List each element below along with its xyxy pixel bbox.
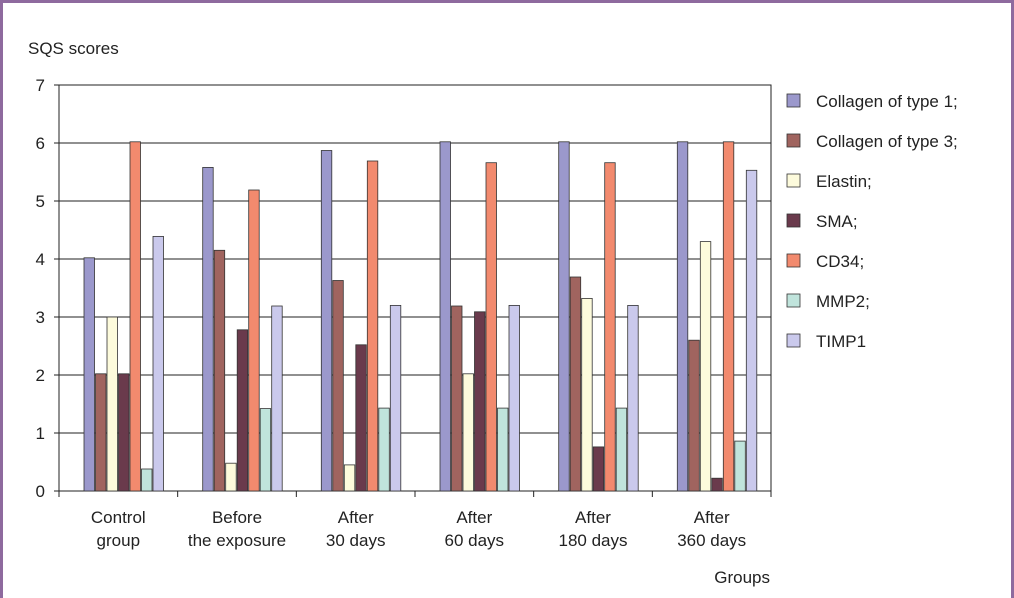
x-tick-label: the exposure (188, 531, 286, 550)
bar-3-4 (462, 373, 474, 492)
bar-5-3 (366, 160, 379, 492)
legend-swatch (786, 333, 801, 348)
bar-2-4 (451, 305, 463, 492)
x-tick-label: After (338, 508, 374, 527)
bar-7-4 (508, 304, 520, 492)
x-tick-label: After (694, 508, 730, 527)
x-tick-label: 360 days (677, 531, 746, 550)
bar-4-2 (236, 329, 249, 492)
bar-5-5 (604, 162, 616, 492)
x-tick-label: 60 days (445, 531, 505, 550)
bar-4-6 (711, 477, 723, 492)
bar-4-4 (474, 311, 486, 492)
legend-swatch (786, 93, 801, 108)
bar-5-4 (485, 162, 497, 492)
bar-2-2 (213, 249, 226, 492)
legend-label: SMA; (816, 212, 858, 231)
x-tick-label: 30 days (326, 531, 386, 550)
legend-swatch (786, 253, 801, 268)
bar-5-6 (722, 141, 735, 492)
x-tick-label: Before (212, 508, 262, 527)
y-tick-label: 1 (36, 424, 45, 443)
bar-3-6 (699, 241, 712, 492)
x-tick-label: After (456, 508, 492, 527)
bar-3-2 (225, 462, 237, 492)
y-tick-label: 7 (36, 76, 45, 95)
legend-label: CD34; (816, 252, 864, 271)
x-tick-label: After (575, 508, 611, 527)
y-tick-label: 3 (36, 308, 45, 327)
bar-4-1 (118, 373, 130, 492)
bar-3-1 (106, 316, 118, 492)
x-axis-ticks: Control group Before the exposure After 30 da… (58, 491, 772, 550)
legend-swatch (786, 133, 801, 148)
bar-7-3 (389, 304, 402, 492)
y-axis-ticks: 0 1 2 3 4 5 6 7 (36, 76, 59, 501)
bar-2-6 (688, 339, 700, 492)
bar-6-6 (734, 440, 746, 492)
bar-4-5 (592, 446, 605, 492)
bar-6-1 (141, 468, 153, 492)
y-tick-label: 0 (36, 482, 45, 501)
bar-7-5 (627, 304, 639, 492)
x-tick-label: 180 days (559, 531, 628, 550)
gridlines (59, 142, 771, 434)
bar-1-3 (320, 150, 333, 492)
bar-5-2 (248, 189, 260, 492)
y-tick-label: 5 (36, 192, 45, 211)
bar-1-4 (439, 141, 451, 492)
x-tick-label: Control (91, 508, 146, 527)
x-axis-label: Groups (714, 568, 770, 587)
bar-5-1 (129, 141, 141, 492)
bar-7-6 (745, 169, 758, 492)
bar-6-2 (259, 408, 272, 492)
x-tick-label: group (97, 531, 140, 550)
legend-label: Elastin; (816, 172, 872, 191)
bar-2-5 (569, 276, 582, 492)
bar-2-1 (95, 373, 107, 492)
bar-6-4 (497, 407, 509, 492)
bar-1-6 (676, 141, 689, 492)
y-axis-label: SQS scores (28, 39, 119, 58)
legend-label: MMP2; (816, 292, 870, 311)
bar-6-3 (378, 407, 390, 492)
bar-7-1 (152, 235, 164, 492)
bar-1-1 (83, 257, 95, 492)
legend-swatch (786, 173, 801, 188)
legend-label: Collagen of type 3; (816, 132, 958, 151)
y-tick-label: 6 (36, 134, 45, 153)
y-tick-label: 4 (36, 250, 45, 269)
legend-label: Collagen of type 1; (816, 92, 958, 111)
plot-area (58, 84, 772, 492)
bar-7-2 (271, 305, 283, 492)
legend: Collagen of type 1; Collagen of type 3; El… (786, 92, 958, 351)
bar-3-5 (581, 297, 593, 492)
y-tick-label: 2 (36, 366, 45, 385)
bar-6-5 (615, 407, 628, 492)
legend-swatch (786, 213, 801, 228)
bar-3-3 (343, 464, 356, 492)
bars (83, 141, 758, 492)
bar-2-3 (332, 280, 344, 492)
bar-1-2 (202, 166, 214, 492)
legend-label: TIMP1 (816, 332, 866, 351)
bar-1-5 (558, 141, 570, 492)
bar-4-3 (355, 344, 367, 492)
legend-swatch (786, 293, 801, 308)
